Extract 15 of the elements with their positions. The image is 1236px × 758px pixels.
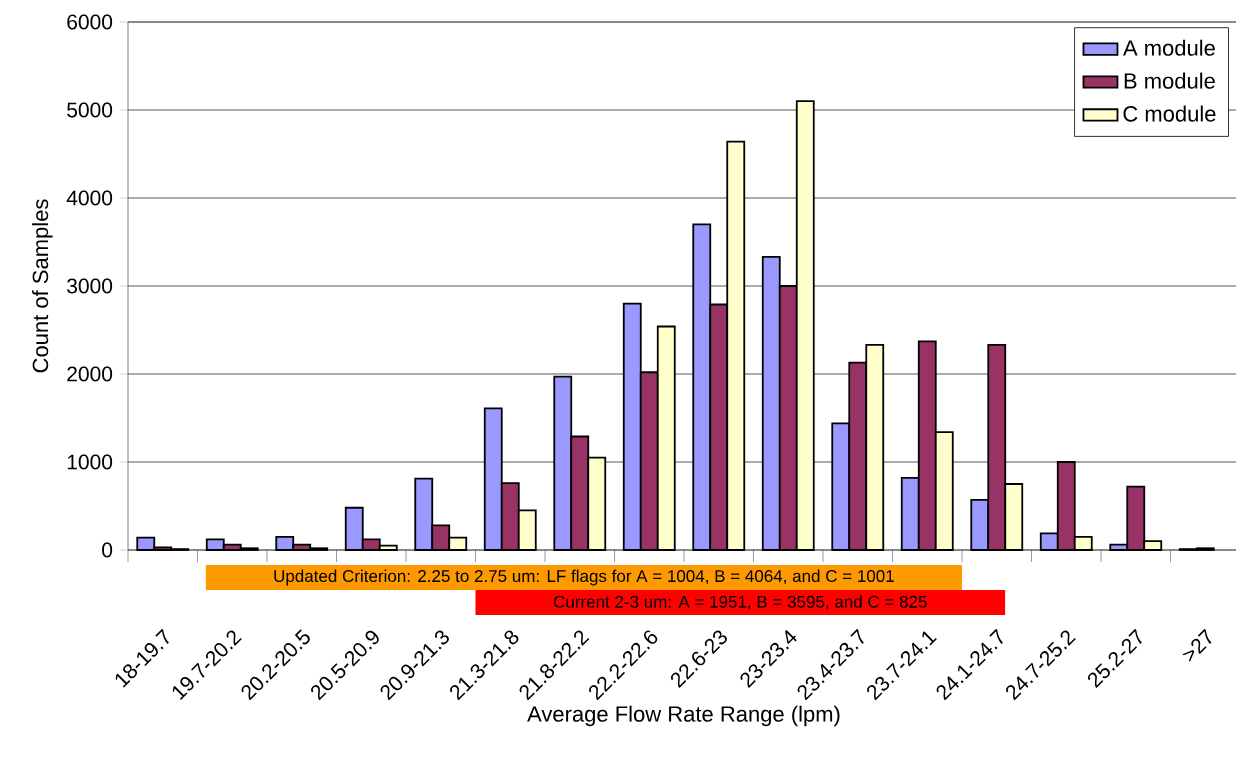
y-tick-label: 6000 bbox=[67, 14, 113, 30]
y-tick-label: 1000 bbox=[67, 454, 113, 470]
legend-label: A module bbox=[1122, 39, 1215, 56]
x-tick-label: >27 bbox=[1182, 628, 1212, 662]
x-axis-title: Average Flow Rate Range (lpm) bbox=[527, 705, 840, 727]
text: Current 2-3 um: A = 1951, B = 3595, and C = 825 bbox=[553, 595, 927, 610]
legend-label: C module bbox=[1123, 105, 1216, 122]
y-tick-label: 3000 bbox=[67, 278, 113, 294]
y-tick-label: 2000 bbox=[67, 366, 113, 382]
y-tick-label: 4000 bbox=[66, 190, 113, 206]
y-axis-title: Count of Samples bbox=[32, 199, 53, 373]
y-tick-label: 0 bbox=[102, 542, 113, 558]
text: Updated Criterion: 2.25 to 2.75 um: LF flags for A = 1004, B = 4064, and C = 1001 bbox=[274, 569, 894, 586]
y-tick-label: 5000 bbox=[67, 102, 113, 118]
legend-label: B module bbox=[1124, 72, 1215, 89]
